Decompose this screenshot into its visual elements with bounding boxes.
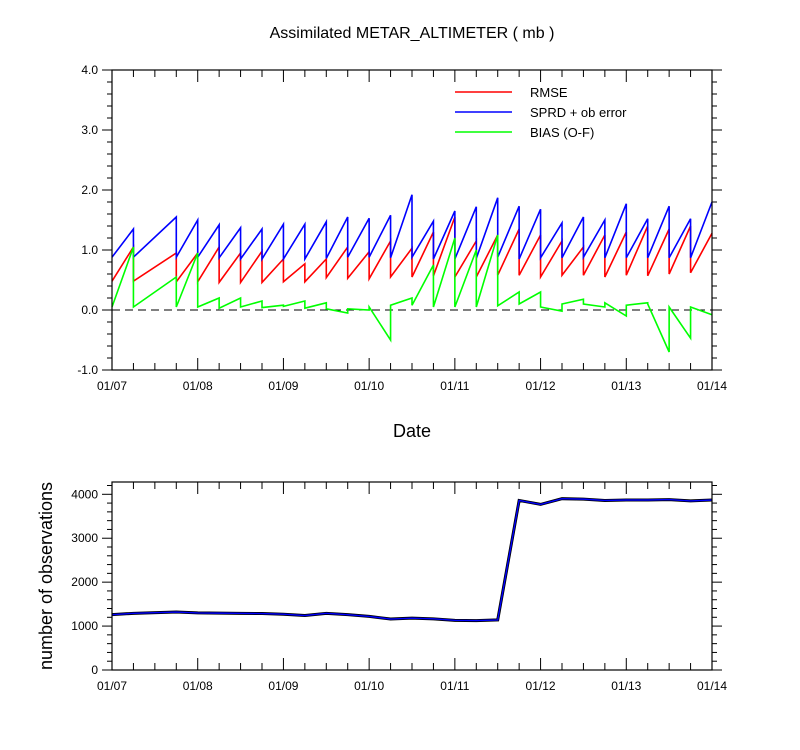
bottom-x-tick-label: 01/12	[526, 679, 556, 693]
bottom-y-tick-label: 3000	[71, 531, 98, 545]
top-y-tick-label: 2.0	[81, 183, 98, 197]
top-x-tick-label: 01/11	[440, 379, 469, 393]
bottom-x-tick-label: 01/14	[697, 679, 727, 693]
top-x-tick-label: 01/14	[697, 379, 727, 393]
bottom-y-tick-label: 0	[91, 663, 98, 677]
top-y-tick-label: 0.0	[81, 303, 98, 317]
bottom-x-tick-label: 01/13	[611, 679, 641, 693]
bottom-plot-area: 01/07 01/08 01/09 01/10 01/11 01/12 01/13 01/14…	[71, 482, 727, 693]
bottom-series-observations	[111, 497, 713, 622]
top-plot-frame	[111, 69, 713, 371]
top-x-tick-label: 01/07	[97, 379, 127, 393]
top-x-tick-label: 01/13	[611, 379, 641, 393]
top-x-tick-label: 01/08	[183, 379, 213, 393]
top-x-tick-label: 01/12	[526, 379, 556, 393]
top-plot-area: 01/07 01/08 01/09 01/10 01/11 01/12 01/13 01/14…	[77, 63, 727, 393]
bottom-x-tick-label: 01/11	[440, 679, 469, 693]
legend-label-rmse: RMSE	[530, 85, 568, 100]
top-series-bias-o-f-	[111, 234, 713, 353]
top-y-tick-label: 4.0	[81, 63, 98, 77]
top-x-tick-label: 01/10	[354, 379, 384, 393]
bottom-y-axis-title: number of observations	[36, 482, 56, 670]
top-y-tick-label: 1.0	[81, 243, 98, 257]
top-y-tick-label: 3.0	[81, 123, 98, 137]
bottom-y-tick-label: 2000	[71, 575, 98, 589]
chart-title: Assimilated METAR_ALTIMETER ( mb )	[270, 25, 555, 42]
legend-label-bias: BIAS (O-F)	[530, 125, 594, 140]
bottom-y-tick-label: 1000	[71, 619, 98, 633]
bottom-series-0-underline	[111, 497, 713, 623]
legend-label-sprd: SPRD + ob error	[530, 105, 627, 120]
top-series-sprd-ob-error	[111, 194, 713, 262]
bottom-x-tick-label: 01/08	[183, 679, 213, 693]
top-x-axis-title: Date	[393, 421, 431, 441]
top-series-rmse	[111, 216, 713, 285]
bottom-x-tick-label: 01/10	[354, 679, 384, 693]
bottom-y-tick-label: 4000	[71, 487, 98, 501]
top-y-tick-label: -1.0	[77, 363, 98, 377]
top-legend: RMSE SPRD + ob error BIAS (O-F)	[455, 85, 627, 140]
top-x-tick-label: 01/09	[268, 379, 298, 393]
bottom-x-tick-label: 01/07	[97, 679, 127, 693]
bottom-plot-frame	[111, 481, 713, 671]
bottom-x-tick-label: 01/09	[268, 679, 298, 693]
